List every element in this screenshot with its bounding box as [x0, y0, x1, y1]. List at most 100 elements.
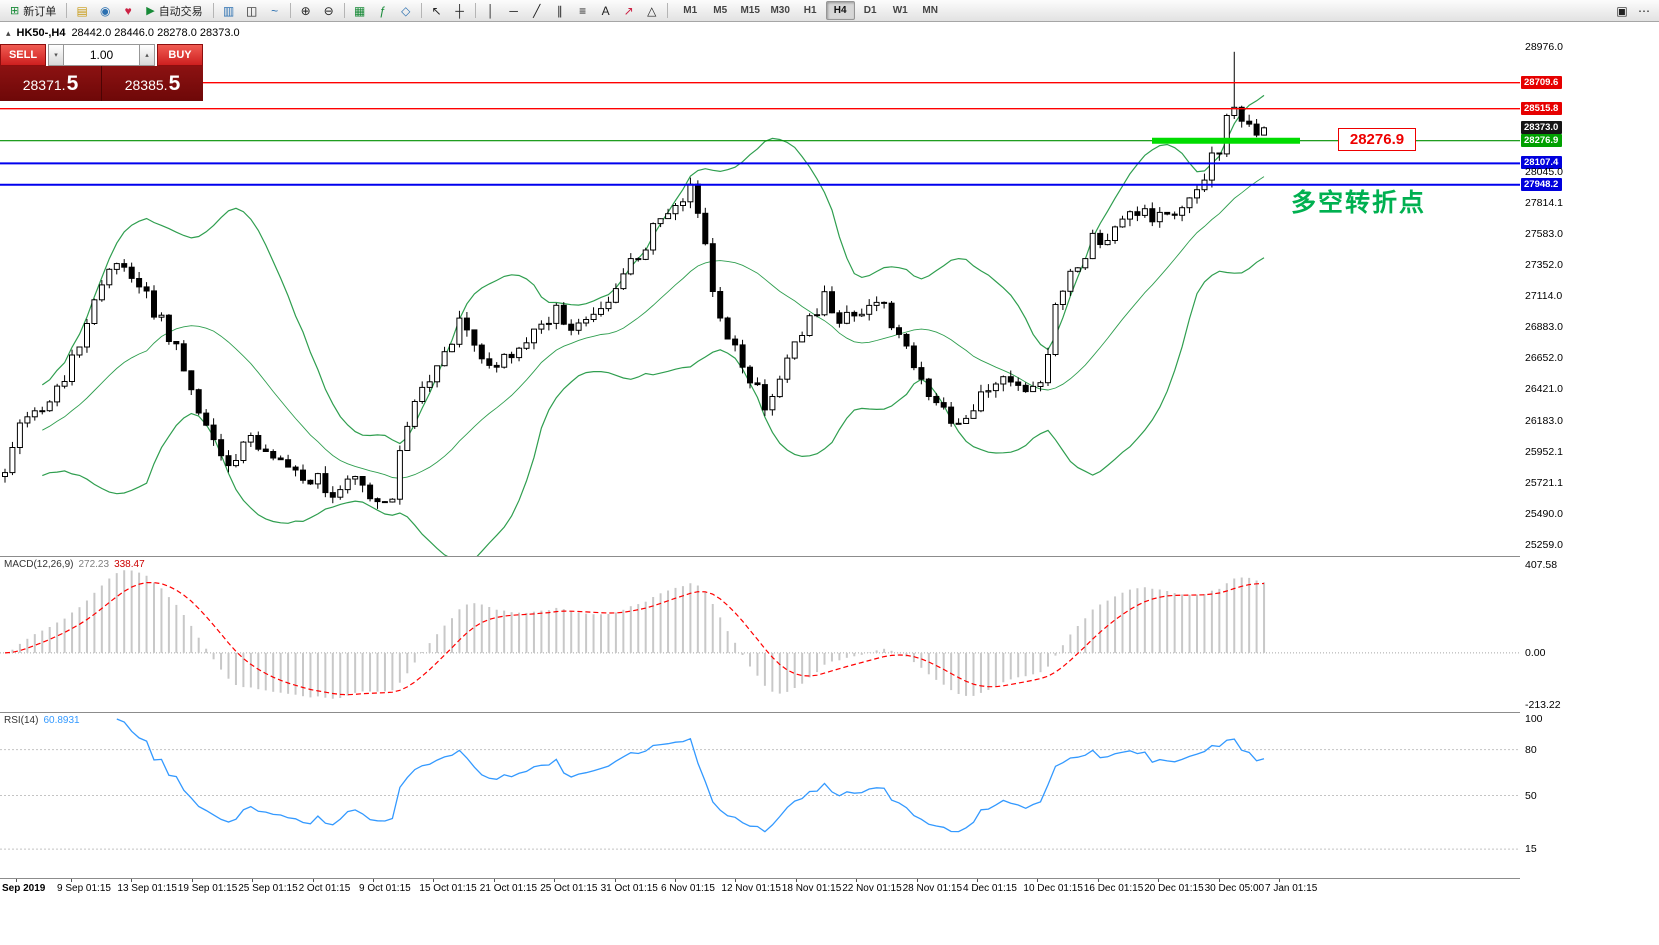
pane-separator[interactable] [0, 712, 1659, 713]
charts-icon[interactable]: ▤ [76, 3, 88, 18]
pane-separator[interactable] [0, 556, 1659, 557]
time-axis: Sep 2019 9 Sep 01:15 13 Sep 01:15 19 Sep 01… [0, 878, 1659, 899]
time-axis-tick [493, 879, 495, 882]
line-chart-icon[interactable]: ~ [271, 3, 279, 18]
price-axis-label: 26652.0 [1525, 352, 1563, 364]
time-axis-tick [1158, 879, 1160, 882]
time-axis-label: 6 Nov 01:15 [661, 883, 715, 894]
trendline-icon[interactable]: ╱ [533, 3, 541, 18]
zoom-out-icon[interactable]: ⊖ [323, 3, 334, 18]
price-line-tag-red[interactable]: 28515.8 [1521, 102, 1563, 115]
autotrading-button[interactable]: ▶ 自动交易 [140, 1, 208, 21]
price-axis-label: 27352.0 [1525, 259, 1563, 271]
arrows-icon[interactable]: ↗ [623, 3, 634, 18]
more-options-icon[interactable]: ⋯ [1638, 3, 1650, 18]
price-line-tag-blue[interactable]: 27948.2 [1521, 178, 1563, 191]
time-axis-tick [1279, 879, 1280, 882]
toolbar-separator [66, 3, 68, 18]
zoom-in-icon[interactable]: ⊕ [300, 3, 311, 18]
horizontal-line-icon[interactable]: ─ [509, 3, 518, 18]
time-axis-tick [191, 879, 193, 882]
sell-button[interactable]: SELL [0, 44, 46, 66]
timeframe-button-m5[interactable]: M5 [713, 5, 728, 16]
time-axis-label: 18 Nov 01:15 [781, 883, 842, 894]
horizontal-lines [0, 82, 1520, 186]
time-axis-tick [795, 879, 797, 882]
cursor-icon[interactable]: ↖ [431, 3, 442, 18]
price-chart-canvas[interactable] [0, 22, 1520, 556]
price-line-tag-current[interactable]: 28373.0 [1521, 121, 1563, 134]
timeframe-button-mn[interactable]: MN [922, 5, 938, 16]
macd-pane-canvas[interactable] [0, 557, 1520, 712]
volume-control: ▾ 1.00 ▴ [48, 44, 155, 66]
price-axis-label: 28045.0 [1525, 166, 1563, 178]
rsi-line [116, 718, 1265, 833]
macd-histogram [11, 570, 1266, 699]
timeframe-button-h1[interactable]: H1 [803, 5, 817, 16]
equidistant-channel-icon[interactable]: ∥ [556, 3, 563, 18]
price-line-tag-red[interactable]: 28709.6 [1521, 76, 1563, 89]
timeframe-button-w1[interactable]: W1 [892, 5, 908, 16]
new-order-icon: ⊞ [10, 5, 20, 17]
time-axis-label: 9 Oct 01:15 [359, 883, 411, 894]
time-axis-label: 2 Oct 01:15 [298, 883, 351, 894]
window-icon[interactable]: ▣ [1616, 3, 1628, 18]
price-line-tag-blue[interactable]: 28107.4 [1521, 156, 1563, 169]
time-axis-label: 20 Dec 01:15 [1144, 883, 1204, 894]
sell-price[interactable]: 28371. 5 [0, 66, 101, 101]
rsi-scale-label: 100 [1525, 713, 1543, 725]
crosshair-icon[interactable]: ┼ [455, 3, 464, 18]
time-axis-label: 4 Dec 01:15 [963, 883, 1017, 894]
indicators-icon[interactable]: ƒ [379, 3, 387, 18]
price-line-tag-green[interactable]: 28276.9 [1521, 134, 1563, 147]
time-axis-label: 16 Dec 01:15 [1083, 883, 1144, 894]
rsi-indicator-label: RSI(14) 60.8931 [4, 715, 80, 726]
one-click-trading-panel: SELL ▾ 1.00 ▴ BUY 28371. 5 28385. 5 [0, 44, 203, 101]
objects-icon[interactable]: ◇ [401, 3, 411, 18]
shapes-icon[interactable]: △ [647, 3, 657, 18]
chart-ohlc-values: 28442.0 28446.0 28278.0 28373.0 [71, 27, 240, 39]
timeframe-button-m15[interactable]: M15 [740, 5, 760, 16]
rsi-scale-label: 80 [1525, 744, 1537, 756]
toolbar-separator [666, 3, 668, 18]
tile-windows-icon[interactable]: ▦ [354, 3, 366, 18]
timeframe-button-m30[interactable]: M30 [770, 5, 790, 16]
price-axis-label: 25259.0 [1525, 539, 1563, 551]
price-annotation-box[interactable]: 28276.9 [1338, 128, 1416, 151]
trade-panel-price-row: 28371. 5 28385. 5 [0, 66, 203, 101]
profiles-icon[interactable]: ◉ [99, 3, 111, 18]
turning-point-annotation[interactable]: 多空转折点 [1291, 189, 1427, 217]
timeframe-button-d1[interactable]: D1 [863, 5, 877, 16]
time-axis-label: 7 Jan 01:15 [1265, 883, 1318, 894]
time-axis-tick [856, 879, 858, 882]
text-label-icon[interactable]: A [601, 3, 610, 18]
buy-button[interactable]: BUY [157, 44, 203, 66]
candles-group [2, 51, 1267, 509]
rsi-pane-canvas[interactable] [0, 713, 1520, 878]
toolbar-right-group: ▣ ⋯ [1611, 1, 1655, 21]
autotrading-label: 自动交易 [158, 5, 203, 18]
candlestick-chart-icon[interactable]: ◫ [246, 3, 258, 18]
buy-price[interactable]: 28385. 5 [102, 66, 203, 101]
time-axis-label: 22 Nov 01:15 [842, 883, 902, 894]
rsi-scale-label: 15 [1525, 843, 1537, 855]
vertical-line-icon[interactable]: │ [486, 3, 495, 18]
time-axis-tick [554, 879, 556, 882]
fibonacci-icon[interactable]: ≡ [579, 3, 587, 18]
price-axis-label: 27583.0 [1525, 228, 1563, 240]
timeframe-button-m1[interactable]: M1 [683, 5, 698, 16]
bar-chart-icon[interactable]: ▥ [223, 3, 235, 18]
favorites-icon[interactable]: ♥ [124, 3, 132, 18]
time-axis-label: 25 Sep 01:15 [238, 883, 298, 894]
time-axis-tick [614, 879, 616, 882]
trade-panel-top-row: SELL ▾ 1.00 ▴ BUY [0, 44, 203, 66]
volume-decrease-button[interactable]: ▾ [48, 44, 64, 66]
bollinger-middle [42, 176, 1265, 479]
volume-input[interactable]: 1.00 [64, 44, 139, 66]
buy-price-big-digit: 5 [168, 72, 181, 95]
one-click-toggle-icon[interactable]: ▴ [6, 27, 11, 38]
timeframe-button-h4[interactable]: H4 [825, 1, 855, 20]
new-order-button[interactable]: ⊞ 新订单 [4, 1, 62, 21]
volume-increase-button[interactable]: ▴ [139, 44, 155, 66]
toolbar-separator [289, 3, 291, 18]
